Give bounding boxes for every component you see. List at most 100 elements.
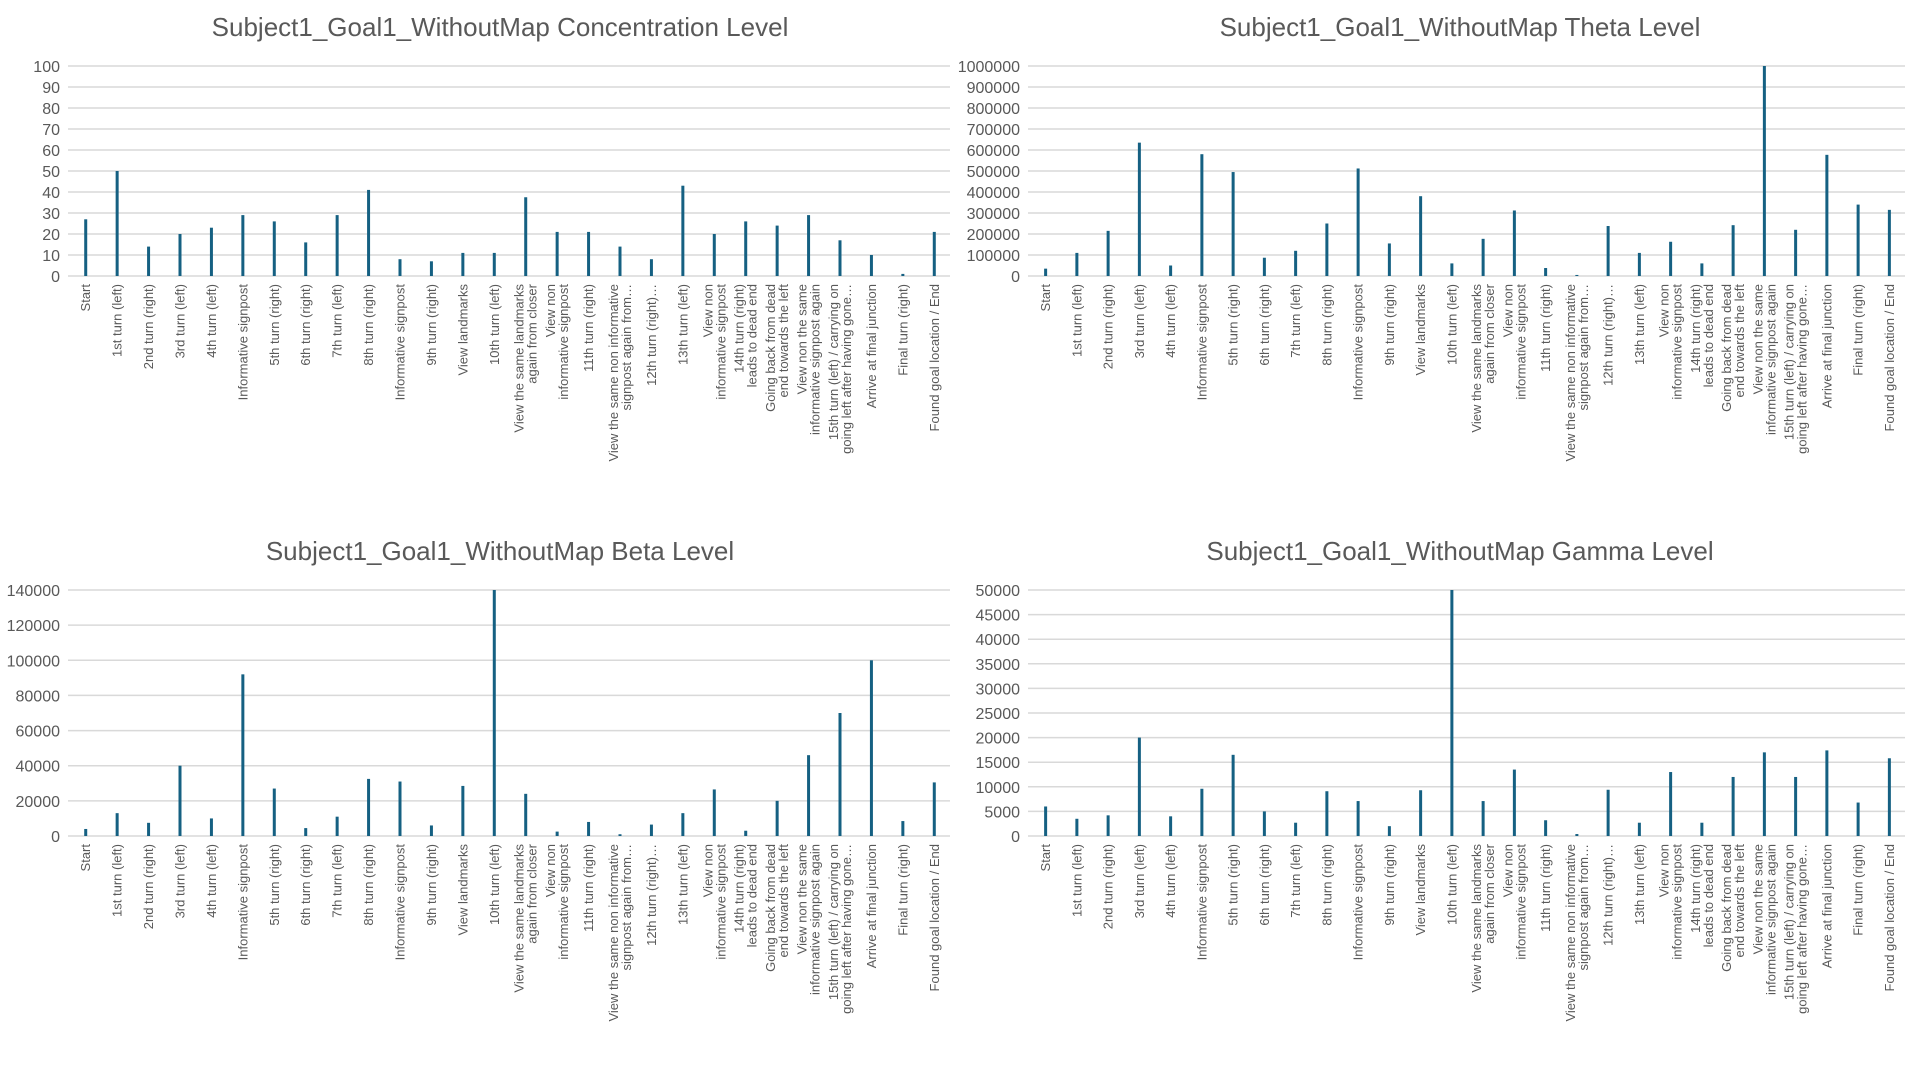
bar (1606, 789, 1610, 836)
y-tick-label: 45000 (976, 608, 1021, 625)
x-tick-label-group: 1st turn (left) (110, 844, 125, 917)
x-tick-label: Arrive at final junction (864, 284, 879, 408)
x-tick-label-group: 4th turn (left) (204, 844, 219, 918)
y-tick-label: 100 (33, 59, 60, 76)
x-tick-label: View the same non informative (606, 284, 621, 462)
x-tick-label: informative signpost (556, 284, 571, 400)
x-tick-label: View the same non informative (606, 844, 621, 1022)
x-tick-label-group: Start (1038, 284, 1053, 312)
bar (1044, 806, 1048, 836)
x-tick-label-group: 4th turn (left) (1163, 284, 1178, 358)
bar (1669, 241, 1673, 276)
x-tick-label-group: 1st turn (left) (110, 284, 125, 357)
bar (1481, 238, 1485, 276)
x-tick-label-group: 3rd turn (left) (1132, 844, 1147, 918)
x-tick-label: 6th turn (right) (1257, 844, 1272, 926)
bar (272, 221, 276, 276)
x-tick-label: Informative signpost (393, 284, 408, 401)
x-tick-label: 4th turn (left) (1163, 844, 1178, 918)
x-tick-label: Found goal location / End (1882, 284, 1897, 431)
x-tick-label: informative signpost (713, 844, 728, 960)
bar (241, 674, 245, 836)
bar (1356, 801, 1360, 836)
bar (807, 755, 811, 836)
x-tick-label-group: 1st turn (left) (1069, 844, 1084, 917)
x-tick-label: 7th turn (left) (1288, 844, 1303, 918)
x-tick-label: 13th turn (left) (1632, 284, 1647, 365)
x-tick-label-group: 6th turn (right) (1257, 844, 1272, 926)
x-tick-label: Final turn (right) (895, 284, 910, 376)
x-tick-label-group: 11th turn (right) (581, 284, 596, 372)
x-tick-label: 15th turn (left) / carrying on (1782, 844, 1797, 1000)
bar (587, 231, 591, 276)
x-tick-label-group: Found goal location / End (1882, 284, 1897, 431)
x-tick-label: Start (78, 844, 93, 872)
x-tick-label: 2nd turn (right) (1101, 284, 1116, 369)
x-tick-label-group: 3rd turn (left) (1132, 284, 1147, 358)
bar (649, 824, 653, 836)
bar (1200, 788, 1204, 836)
bar (1106, 815, 1110, 836)
y-tick-label: 90 (42, 80, 60, 97)
x-tick-label: 11th turn (right) (1538, 844, 1553, 932)
y-tick-label: 35000 (976, 657, 1021, 674)
y-tick-label: 80000 (16, 688, 61, 705)
bar (1606, 226, 1610, 276)
bar (335, 215, 339, 276)
x-tick-label: informative signpost (1670, 844, 1685, 960)
x-tick-label-group: 8th turn (right) (1319, 844, 1334, 926)
x-tick-label: 10th turn (left) (1444, 284, 1459, 365)
bar (1325, 791, 1329, 836)
x-tick-label-group: Final turn (right) (1851, 844, 1866, 936)
x-tick-label: View non (543, 284, 558, 337)
x-tick-label-group: 13th turn (left) (675, 844, 690, 925)
x-tick-label: Informative signpost (1194, 844, 1209, 961)
bar (1106, 230, 1110, 276)
x-tick-label: 2nd turn (right) (141, 844, 156, 929)
x-tick-label: 2nd turn (right) (141, 284, 156, 369)
x-tick-label: 14th turn (right) (732, 284, 747, 373)
bar (1762, 752, 1766, 836)
bar (1512, 769, 1516, 836)
x-tick-label-group: Final turn (right) (895, 844, 910, 936)
x-tick-label: 10th turn (left) (487, 284, 502, 365)
x-tick-label-group: Found goal location / End (927, 844, 942, 991)
x-tick-label: 4th turn (left) (1163, 284, 1178, 358)
bar (1794, 229, 1798, 276)
x-tick-label-group: 2nd turn (right) (141, 284, 156, 369)
y-tick-label: 10000 (976, 780, 1021, 797)
x-tick-label: Going back from dead (1719, 844, 1734, 972)
x-tick-label-group: Final turn (right) (895, 284, 910, 376)
bar (1419, 790, 1423, 836)
y-tick-label: 0 (51, 269, 60, 286)
x-tick-label: informative signpost (713, 284, 728, 400)
x-tick-label-group: View landmarks (1413, 844, 1428, 936)
x-tick-label-group: Informative signpost (393, 844, 408, 961)
x-tick-label-group: 3rd turn (left) (173, 844, 188, 918)
x-tick-label: Informative signpost (393, 844, 408, 961)
bar (1450, 590, 1454, 836)
x-tick-label: 8th turn (right) (1319, 844, 1334, 926)
x-tick-label-group: 11th turn (right) (1538, 844, 1553, 932)
bar (367, 778, 371, 836)
bar (115, 171, 119, 276)
x-tick-label: 5th turn (right) (267, 284, 282, 366)
bar (304, 242, 308, 276)
x-tick-label: informative signpost (1513, 844, 1528, 960)
x-tick-label-group: 14th turn (right)leads to dead end (1688, 844, 1716, 947)
bar (1169, 816, 1173, 836)
x-tick-label: Final turn (right) (1851, 284, 1866, 376)
y-tick-label: 700000 (967, 122, 1020, 139)
x-tick-label: 11th turn (right) (581, 284, 596, 372)
y-tick-label: 400000 (967, 185, 1020, 202)
bar (681, 185, 685, 276)
bar (492, 252, 496, 276)
x-tick-label: 9th turn (right) (1382, 844, 1397, 926)
bar (775, 225, 779, 276)
x-tick-label: 1st turn (left) (1069, 844, 1084, 917)
bar (84, 219, 88, 276)
x-tick-label: View the same landmarks (1469, 284, 1484, 433)
x-tick-label: 6th turn (right) (298, 844, 313, 926)
x-tick-label-group: 8th turn (right) (1319, 284, 1334, 366)
x-tick-label: 3rd turn (left) (173, 844, 188, 918)
